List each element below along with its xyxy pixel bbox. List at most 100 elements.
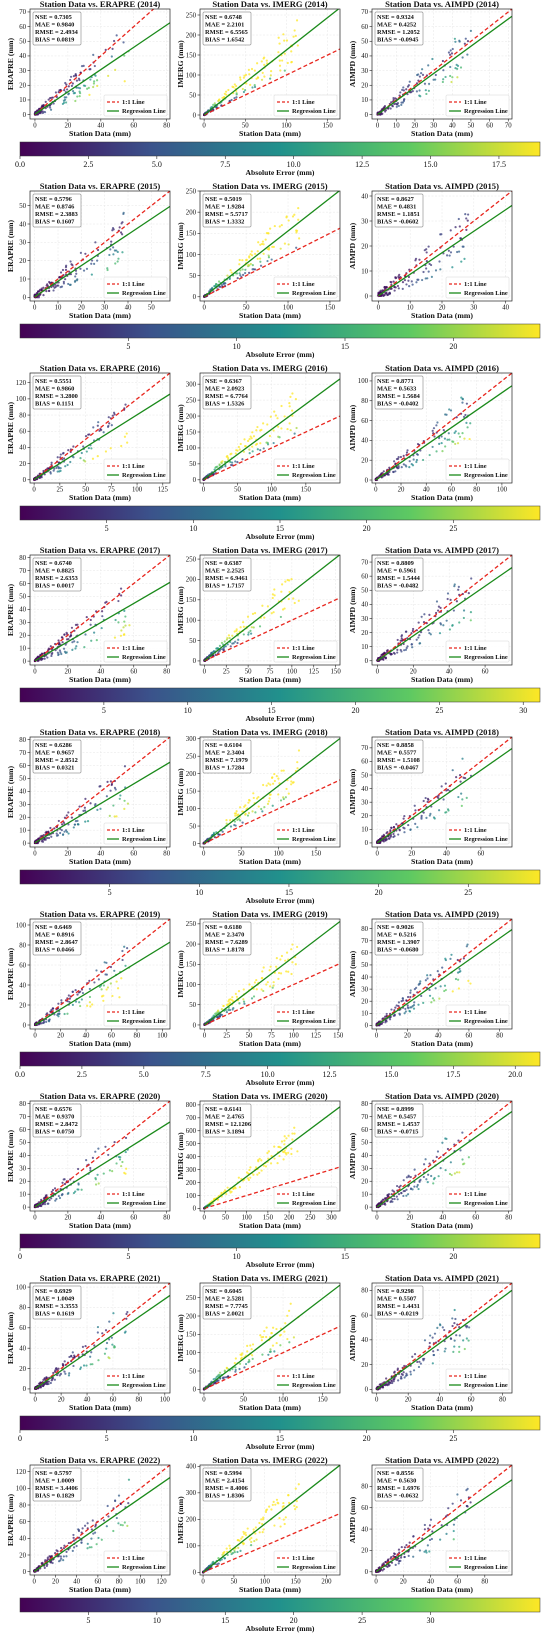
scatter-point [86,1004,89,1007]
scatter-point [425,248,428,251]
regression-line [203,1106,340,1209]
stats-line: RMSE = 7.7745 [205,1303,248,1310]
plot-frame [371,554,513,666]
scatter-point [71,648,74,651]
y-tick-label: 100 [16,1284,27,1291]
scatter-point [443,437,447,440]
scatter-point [284,796,287,799]
scatter-point [53,827,56,830]
scatter-point [416,1183,419,1187]
legend-label-one-to-one: 1:1 Line [292,463,315,470]
scatter-point [256,1173,259,1176]
scatter-point [438,809,441,812]
colorbar-tick-label: 5.0 [139,1070,149,1079]
scatter-point [126,441,129,444]
scatter-point [232,1187,235,1190]
scatter-point [279,958,282,961]
colorbar-tick-label: 5 [102,706,106,715]
x-tick-label: 40 [446,669,453,676]
regression-line [34,205,170,298]
scatter-point [425,92,428,96]
scatter-point [266,259,269,263]
scatter-point [110,783,113,787]
scatter-point [44,1194,48,1197]
scatter-point [251,810,254,813]
y-tick-label: 10 [361,268,368,275]
x-tick-label: 0 [33,1215,37,1222]
scatter-point [229,1191,232,1194]
scatter-point [266,62,269,65]
scatter-point [273,410,276,413]
scatter-point [52,289,55,292]
x-tick-label: 200 [284,1215,295,1222]
scatter-point [234,640,237,643]
scatter-point [268,969,271,972]
scatter-point [266,247,269,251]
x-tick-label: 0 [375,1033,379,1040]
scatter-point [446,597,449,601]
scatter-point [248,452,251,455]
scatter-point [226,274,229,277]
y-tick-label: 0 [365,1023,369,1030]
stats-line: RMSE = 7.1979 [205,757,248,764]
x-tick-label: 10 [407,305,414,312]
scatter-point [458,773,462,777]
stats-line: RMSE = 3.3553 [35,1303,78,1310]
scatter-point [93,262,96,265]
scatter-point [439,985,442,988]
x-tick-label: 60 [482,669,489,676]
scatter-point [432,1182,435,1185]
scatter-point [235,995,239,998]
y-tick-label: 20 [361,813,368,820]
scatter-point [399,91,402,94]
scatter-point [65,264,68,267]
scatter-point [293,601,296,605]
x-axis-label: Station Data (mm) [411,129,473,138]
scatter-point [287,970,290,973]
scatter-point [113,413,116,416]
scatter-point [241,259,244,262]
scatter-point [96,259,99,262]
colorbar-label: Absolute Error (mm) [246,1078,315,1087]
stats-box-bg [202,193,252,228]
scatter-point [233,83,236,86]
plot-frame [29,1282,171,1394]
x-axis-label: Station Data (mm) [69,129,131,138]
scatter-point [35,292,38,295]
scatter-point [395,823,398,826]
scatter-point [100,988,103,991]
x-tick-label: 20 [398,487,405,494]
scatter-point [66,463,69,467]
scatter-point [427,89,430,92]
x-tick-label: 60 [466,1033,473,1040]
scatter-point [42,1021,45,1025]
scatter-point [410,632,413,635]
scatter-point [420,814,423,818]
regression-line [34,761,170,844]
scatter-point [242,450,245,453]
scatter-point [467,213,470,216]
legend-label-regression: Regression Line [292,290,336,297]
scatter-point [251,264,254,267]
scatter-point [250,67,254,71]
scatter-point [259,449,262,452]
scatter-point [74,279,77,282]
legend-label-regression: Regression Line [292,1018,336,1025]
scatter-point [414,809,417,812]
scatter-point [467,1156,470,1159]
x-axis-label: Station Data (mm) [239,675,301,684]
scatter-point [414,822,417,825]
legend-bg [445,276,510,299]
stats-line: MAE = 2.4765 [205,1114,244,1121]
scatter-point [261,976,264,980]
scatter-point [110,55,113,58]
y-tick-label: 60 [19,429,26,436]
y-tick-label: 10 [361,97,368,104]
scatter-point [217,280,221,283]
scatter-point [389,836,392,839]
scatter-point [64,829,68,832]
scatter-point [461,432,464,435]
scatter-point [262,989,265,993]
scatter-point [260,78,264,81]
